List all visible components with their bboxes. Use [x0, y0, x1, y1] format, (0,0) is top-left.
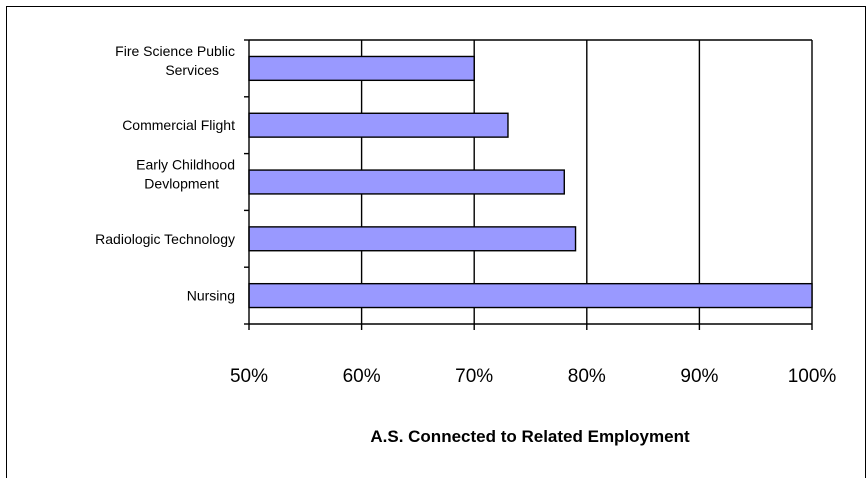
category-label-line: Fire Science Public — [115, 43, 235, 59]
category-label-1: Commercial Flight — [122, 117, 235, 133]
bar-0 — [248, 55, 475, 82]
x-tick-label-70: 70% — [455, 366, 493, 387]
bar-2 — [248, 169, 565, 195]
category-label-0: Fire Science Public Services — [115, 43, 235, 78]
category-label-line: Early Childhood — [136, 157, 235, 173]
x-tick-label-90: 90% — [680, 366, 718, 387]
x-tick-label-60: 60% — [343, 366, 381, 387]
x-tick-label-80: 80% — [568, 366, 606, 387]
bar-1 — [248, 112, 509, 138]
bar-4 — [248, 282, 813, 309]
category-label-3: Radiologic Technology — [95, 231, 235, 247]
category-label-line: Devlopment — [144, 176, 219, 192]
category-label-line: Services — [165, 62, 219, 78]
bar-3 — [248, 226, 577, 252]
x-tick-label-100: 100% — [788, 366, 837, 387]
x-axis-title: A.S. Connected to Related Employment — [370, 427, 690, 446]
category-label-4: Nursing — [187, 288, 235, 304]
x-tick-label-50: 50% — [230, 366, 268, 387]
category-label-2: Early Childhood Devlopment — [136, 157, 235, 192]
